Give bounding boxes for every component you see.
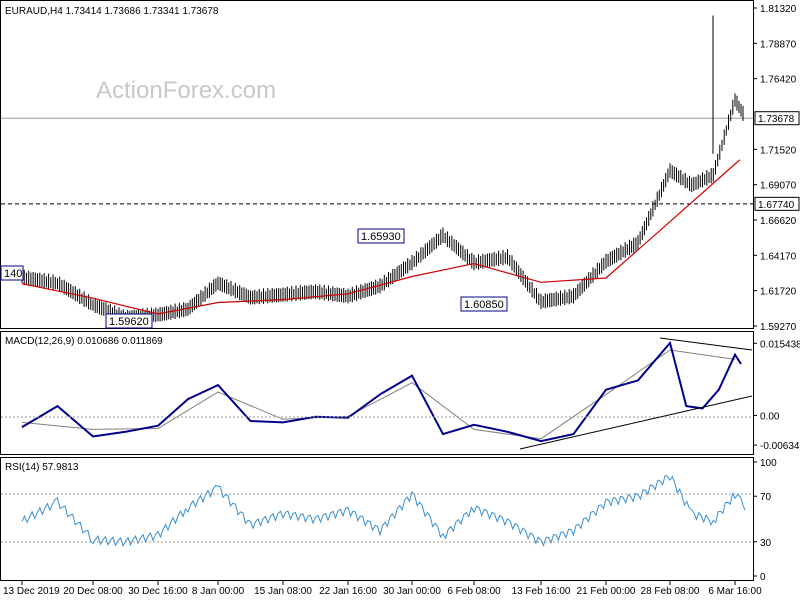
rsi-axis: 100 70 30 0 bbox=[753, 458, 777, 583]
price-axis-label: 1.78870 bbox=[760, 39, 797, 50]
rsi-header: RSI(14) 57.9813 bbox=[5, 462, 79, 473]
macd-pane-frame bbox=[0, 331, 754, 455]
level-badge: 1.67740 bbox=[754, 196, 800, 211]
level-label: 1.67740 bbox=[758, 200, 795, 211]
current-price-label: 1.73678 bbox=[758, 114, 795, 125]
time-axis-label: 13 Dec 2019 bbox=[3, 586, 60, 597]
price-axis-label: 1.66620 bbox=[760, 216, 797, 227]
time-axis-label: 22 Jan 16:00 bbox=[319, 586, 377, 597]
price-axis: 1.81320 1.78870 1.76420 1.71520 1.69070 1.666… bbox=[753, 4, 797, 333]
annotation-low-feb-label: 1.60850 bbox=[464, 299, 504, 311]
rsi-axis-label: 0 bbox=[760, 572, 766, 583]
price-axis-label: 1.64170 bbox=[760, 251, 797, 262]
price-axis-label: 1.69070 bbox=[760, 181, 797, 192]
price-series-group bbox=[21, 15, 744, 325]
annotation-high-label: 1.65930 bbox=[361, 231, 401, 243]
moving-average-line bbox=[21, 159, 741, 315]
time-axis-label: 28 Feb 08:00 bbox=[641, 586, 700, 597]
macd-line bbox=[21, 340, 742, 443]
current-price-badge: 1.73678 bbox=[754, 111, 800, 126]
time-axis-label: 21 Feb 00:00 bbox=[577, 586, 636, 597]
rsi-axis-label: 70 bbox=[760, 492, 772, 503]
rsi-series-group bbox=[21, 474, 746, 548]
annotation-left-edge-label: 140 bbox=[4, 268, 22, 280]
rsi-axis-label: 30 bbox=[760, 538, 772, 549]
rsi-pane-frame bbox=[0, 457, 754, 581]
price-axis-label: 1.59270 bbox=[760, 322, 797, 333]
macd-upper-trendline bbox=[659, 337, 753, 351]
price-axis-label: 1.71520 bbox=[760, 145, 797, 156]
price-pane-frame bbox=[0, 0, 754, 329]
rsi-axis-label: 100 bbox=[760, 458, 777, 469]
annotation-high: 1.65930 bbox=[357, 228, 405, 244]
time-axis-label: 6 Feb 08:00 bbox=[447, 586, 501, 597]
macd-axis-label: -0.006347 bbox=[760, 441, 800, 452]
macd-header: MACD(12,26,9) 0.010686 0.011869 bbox=[5, 336, 163, 347]
time-axis-label: 13 Feb 16:00 bbox=[512, 586, 571, 597]
time-axis-label: 6 Mar 16:00 bbox=[708, 586, 762, 597]
rsi-line bbox=[21, 474, 746, 548]
macd-axis: 0.015438 0.00 -0.006347 bbox=[753, 339, 800, 452]
macd-lower-trendline bbox=[519, 395, 753, 450]
price-axis-label: 1.76420 bbox=[760, 75, 797, 86]
annotation-low-feb: 1.60850 bbox=[460, 296, 508, 312]
time-axis-label: 8 Jan 00:00 bbox=[192, 586, 245, 597]
time-axis-label: 30 Dec 16:00 bbox=[128, 586, 188, 597]
price-header: EURAUD,H4 1.73414 1.73686 1.73341 1.7367… bbox=[5, 6, 219, 17]
time-axis: 13 Dec 2019 20 Dec 08:00 30 Dec 16:00 8 Jan… bbox=[3, 581, 762, 597]
macd-axis-label: 0.00 bbox=[760, 411, 780, 422]
macd-axis-label: 0.015438 bbox=[760, 339, 800, 350]
time-axis-label: 20 Dec 08:00 bbox=[63, 586, 123, 597]
time-axis-label: 30 Jan 00:00 bbox=[383, 586, 441, 597]
annotation-left-edge: 140 bbox=[0, 265, 24, 281]
price-axis-label: 1.61720 bbox=[760, 287, 797, 298]
annotation-low-dec: 1.59620 bbox=[105, 313, 153, 329]
annotation-low-dec-label: 1.59620 bbox=[109, 316, 149, 328]
time-axis-label: 15 Jan 08:00 bbox=[254, 586, 312, 597]
price-axis-label: 1.81320 bbox=[760, 4, 797, 15]
macd-series-group bbox=[21, 340, 742, 443]
watermark: ActionForex.com bbox=[96, 77, 276, 104]
